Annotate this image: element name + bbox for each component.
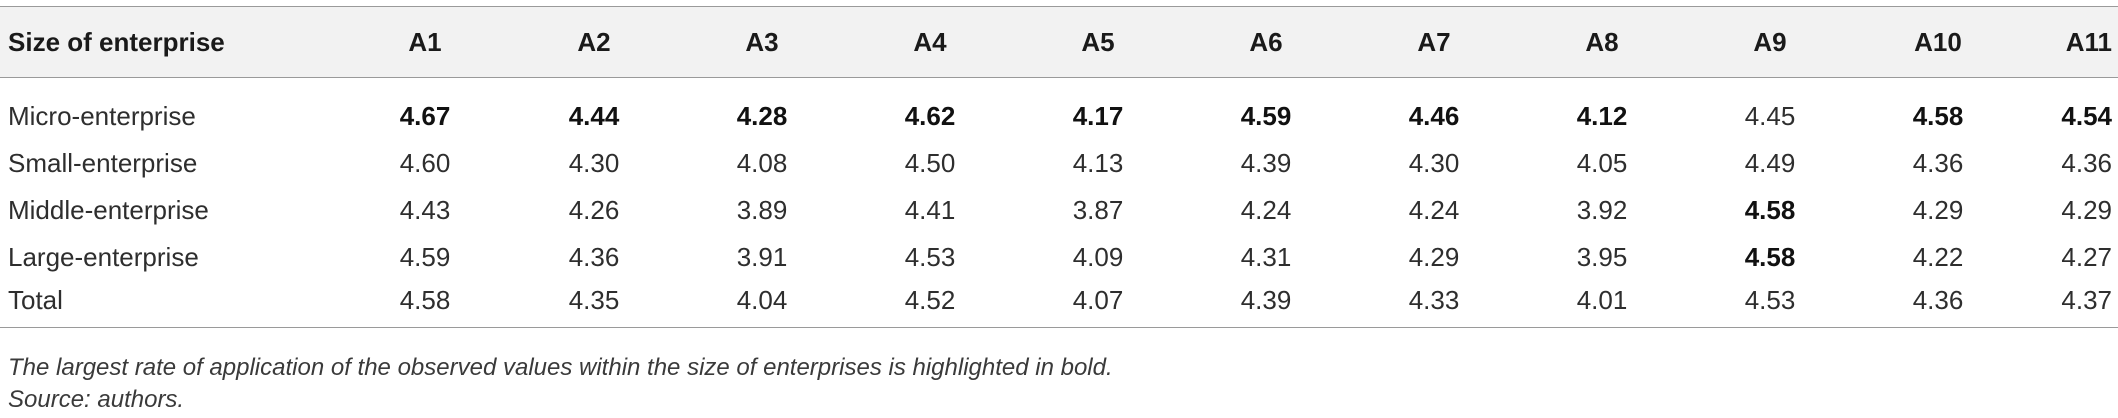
table-cell: 4.01: [1576, 285, 1628, 316]
table-cell: 4.52: [904, 285, 956, 316]
table-cell: 4.37: [2061, 285, 2112, 316]
table-cell: 4.58: [1744, 241, 1796, 272]
table-cell: 4.49: [1744, 147, 1796, 178]
row-label: Total: [8, 285, 63, 316]
table-cell: 4.24: [1240, 194, 1292, 225]
table-row: Middle-enterprise 4.43 4.26 3.89 4.41 3.87 4.2…: [0, 187, 2118, 234]
header-a9: A9: [1753, 26, 1787, 57]
header-size-of-enterprise: Size of enterprise: [8, 26, 225, 57]
table-body: Micro-enterprise 4.67 4.44 4.28 4.62 4.17 4.59…: [0, 78, 2118, 328]
table-cell: 4.09: [1072, 241, 1124, 272]
table-cell: 4.67: [399, 100, 451, 131]
table-cell: 4.58: [1744, 194, 1796, 225]
table-cell: 4.59: [1240, 100, 1292, 131]
header-a2: A2: [577, 26, 611, 57]
table-cell: 4.62: [904, 100, 956, 131]
table-cell: 4.60: [399, 147, 451, 178]
table-cell: 4.30: [1408, 147, 1460, 178]
table-cell: 4.44: [568, 100, 620, 131]
row-label: Micro-enterprise: [8, 100, 196, 131]
table-row: Large-enterprise 4.59 4.36 3.91 4.53 4.09 4.31…: [0, 234, 2118, 281]
row-label: Small-enterprise: [8, 147, 198, 178]
table-cell: 4.13: [1072, 147, 1124, 178]
table-cell: 4.36: [568, 241, 620, 272]
table-cell: 4.58: [1912, 100, 1964, 131]
table-cell: 4.53: [1744, 285, 1796, 316]
table-row: Micro-enterprise 4.67 4.44 4.28 4.62 4.17 4.59…: [0, 78, 2118, 140]
table-row: Small-enterprise 4.60 4.30 4.08 4.50 4.13 4.39…: [0, 140, 2118, 187]
table-cell: 4.45: [1744, 100, 1796, 131]
table-notes: The largest rate of application of the o…: [8, 352, 1113, 416]
table-cell: 4.35: [568, 285, 620, 316]
header-a4: A4: [913, 26, 947, 57]
table-cell: 4.07: [1072, 285, 1124, 316]
table-cell: 4.17: [1072, 100, 1124, 131]
table-cell: 4.36: [2061, 147, 2112, 178]
table-cell: 3.89: [736, 194, 788, 225]
table-cell: 4.12: [1576, 100, 1628, 131]
table-cell: 3.87: [1072, 194, 1124, 225]
table-cell: 4.24: [1408, 194, 1460, 225]
header-a1: A1: [408, 26, 442, 57]
table-cell: 4.59: [399, 241, 451, 272]
table-cell: 4.30: [568, 147, 620, 178]
enterprise-size-table: Size of enterprise A1 A2 A3 A4 A5 A6 A7 …: [0, 6, 2118, 328]
row-label: Large-enterprise: [8, 241, 199, 272]
table-cell: 3.92: [1576, 194, 1628, 225]
header-a5: A5: [1081, 26, 1115, 57]
header-a11: A11: [2065, 26, 2112, 57]
table-cell: 4.31: [1240, 241, 1292, 272]
table-header: Size of enterprise A1 A2 A3 A4 A5 A6 A7 …: [0, 6, 2118, 78]
row-label: Middle-enterprise: [8, 194, 209, 225]
table-cell: 4.29: [2061, 194, 2112, 225]
table-cell: 4.29: [1912, 194, 1964, 225]
table-row: Total 4.58 4.35 4.04 4.52 4.07 4.39 4.33 4.01 4.5…: [0, 281, 2118, 328]
data-table-container: Size of enterprise A1 A2 A3 A4 A5 A6 A7 …: [0, 6, 2118, 328]
table-cell: 4.08: [736, 147, 788, 178]
table-cell: 4.33: [1408, 285, 1460, 316]
table-cell: 4.58: [399, 285, 451, 316]
table-cell: 3.95: [1576, 241, 1628, 272]
table-cell: 4.46: [1408, 100, 1460, 131]
table-cell: 4.53: [904, 241, 956, 272]
table-cell: 4.36: [1912, 147, 1964, 178]
table-cell: 4.27: [2061, 241, 2112, 272]
table-cell: 4.50: [904, 147, 956, 178]
table-cell: 4.26: [568, 194, 620, 225]
table-cell: 4.54: [2061, 100, 2112, 131]
table-cell: 4.39: [1240, 147, 1292, 178]
header-row: Size of enterprise A1 A2 A3 A4 A5 A6 A7 …: [0, 6, 2118, 78]
header-a7: A7: [1417, 26, 1451, 57]
table-cell: 4.05: [1576, 147, 1628, 178]
header-a6: A6: [1249, 26, 1283, 57]
table-cell: 4.36: [1912, 285, 1964, 316]
table-cell: 3.91: [736, 241, 788, 272]
table-cell: 4.04: [736, 285, 788, 316]
footnote-text: The largest rate of application of the o…: [8, 354, 1113, 381]
table-cell: 4.39: [1240, 285, 1292, 316]
table-cell: 4.22: [1912, 241, 1964, 272]
table-cell: 4.28: [736, 100, 788, 131]
source-text: Source: authors.: [8, 386, 185, 413]
header-a8: A8: [1585, 26, 1619, 57]
table-cell: 4.41: [904, 194, 956, 225]
table-cell: 4.43: [399, 194, 451, 225]
table-cell: 4.29: [1408, 241, 1460, 272]
header-a10: A10: [1914, 26, 1962, 57]
header-a3: A3: [745, 26, 779, 57]
